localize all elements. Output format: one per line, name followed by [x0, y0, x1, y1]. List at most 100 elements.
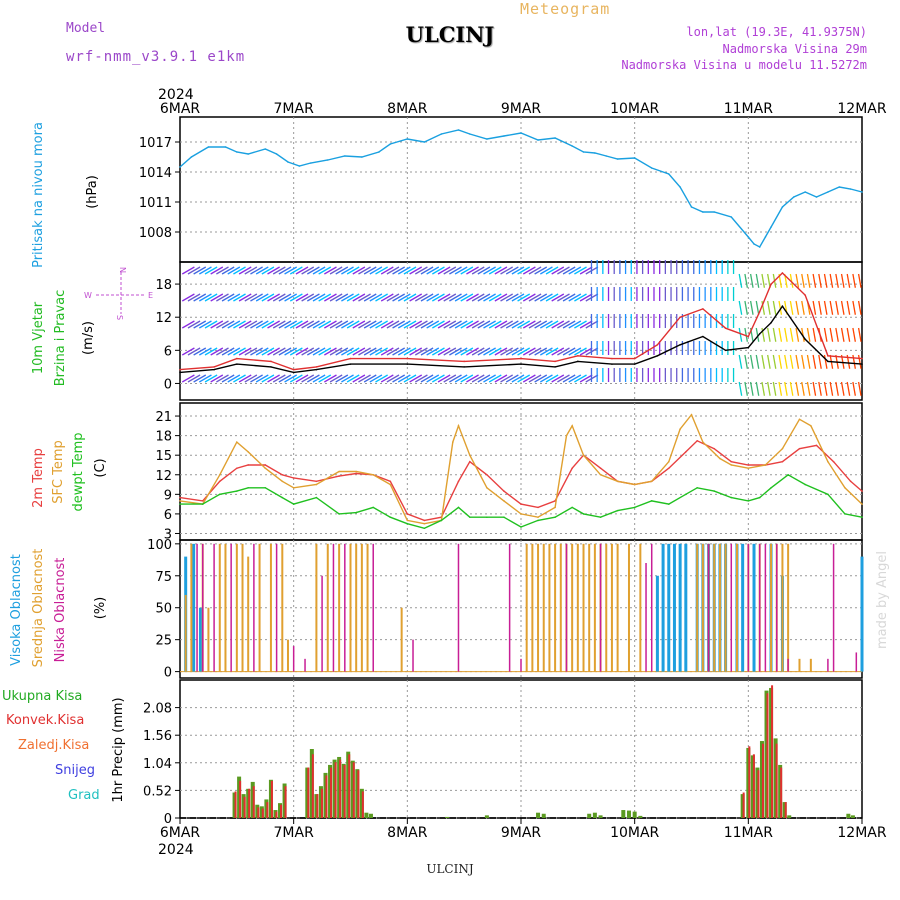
data-point [582, 454, 585, 456]
data-point [724, 349, 727, 352]
wind-vector [244, 320, 258, 329]
wind-vector [471, 374, 485, 383]
wind-vector [267, 293, 280, 302]
y-tick-label: 0.52 [143, 784, 172, 799]
bar-3-1 [798, 658, 801, 672]
wind-vector [511, 320, 525, 329]
bar-4-1 [239, 780, 242, 818]
wind-vector [267, 347, 280, 356]
model-label: Model [66, 21, 106, 36]
wind-vector [517, 347, 531, 356]
data-point [798, 418, 801, 421]
data-point [224, 146, 227, 148]
y-tick-label: 21 [155, 410, 172, 425]
bar-3-1 [571, 543, 574, 672]
data-point [309, 162, 312, 164]
wind-vector [784, 354, 788, 369]
wind-vector [414, 320, 428, 329]
wind-vector [738, 327, 743, 342]
time-label-bottom: 6MAR [160, 825, 201, 841]
plot-layer: 1008 1011 1014 1017 0 6 12 18 3 6 9 12 15 18 21 0 25 50 75… [139, 101, 887, 841]
wind-vector [466, 374, 479, 383]
data-point [344, 155, 346, 157]
wind-vector [528, 320, 542, 329]
wind-vector [505, 266, 519, 275]
wind-vector [500, 374, 513, 383]
wind-unit: (m/s) [81, 321, 96, 355]
bar-3-2 [201, 543, 204, 672]
wind-vector [341, 374, 354, 383]
wind-vector [466, 320, 479, 329]
data-point [616, 480, 619, 483]
data-point [758, 332, 761, 335]
bar-4-1 [270, 780, 273, 818]
wind-vector [352, 374, 366, 383]
wind-vector [755, 381, 760, 396]
bar-3-2 [304, 658, 306, 672]
wind-vector [835, 381, 839, 396]
data-point [457, 506, 460, 509]
wind-vector [255, 293, 269, 302]
wind-vector [210, 293, 224, 302]
wind-vector [557, 374, 570, 383]
wind-ylabel-2: Brzina i Pravac [53, 290, 68, 387]
data-point [747, 236, 750, 238]
wind-vector [392, 293, 406, 302]
data-point [599, 516, 602, 518]
wind-vector [761, 300, 766, 315]
footer-station: ULCINJ [426, 862, 474, 876]
data-point [298, 165, 301, 167]
bar-3-0 [678, 543, 682, 672]
wind-vector [562, 347, 576, 356]
lonlat-label: lon,lat (19.3E, 41.9375N) [686, 25, 867, 39]
wind-vector [432, 347, 445, 356]
data-point [798, 447, 801, 450]
y-tick-label: 9 [164, 488, 172, 503]
data-point [554, 506, 556, 509]
wind-vector [221, 320, 235, 329]
data-point [218, 480, 221, 483]
data-point [554, 360, 556, 363]
wind-vector [812, 273, 817, 288]
wind-vector [284, 293, 298, 302]
bar-3-1 [190, 543, 193, 672]
bar-4-0 [587, 813, 592, 818]
y-tick-label: 1.56 [143, 729, 172, 744]
wind-vector [397, 266, 411, 275]
wind-vector [454, 374, 468, 383]
bar-3-2 [832, 543, 835, 672]
wind-vector [295, 320, 309, 329]
data-point [406, 513, 409, 515]
wind-vector [216, 266, 229, 275]
wind-vector [204, 266, 218, 275]
wind-vector [437, 293, 451, 302]
data-point [679, 428, 681, 430]
wind-vector [483, 266, 496, 275]
data-point [690, 413, 693, 416]
wind-vector [255, 374, 269, 383]
wind-vector [517, 293, 531, 302]
data-point [656, 355, 659, 357]
bar-3-2 [213, 543, 215, 672]
wind-vector [318, 293, 332, 302]
wind-vector [255, 266, 269, 275]
bar-3-1 [326, 543, 329, 672]
data-point [582, 151, 585, 153]
bar-4-1 [261, 808, 264, 818]
wind-vector [539, 266, 553, 275]
wind-vector [221, 266, 235, 275]
wind-vector [443, 266, 457, 275]
data-point [281, 473, 284, 476]
data-point [764, 464, 767, 466]
wind-vector [289, 374, 303, 383]
data-point [650, 500, 653, 502]
wind-vector [857, 354, 862, 369]
bar-3-2 [412, 639, 414, 672]
data-point [247, 451, 249, 453]
wind-vector [749, 381, 754, 396]
wind-vector [795, 327, 800, 342]
data-point [292, 371, 295, 374]
wind-vector [278, 320, 292, 329]
bar-4-0 [484, 815, 489, 818]
wind-vector [198, 293, 212, 302]
